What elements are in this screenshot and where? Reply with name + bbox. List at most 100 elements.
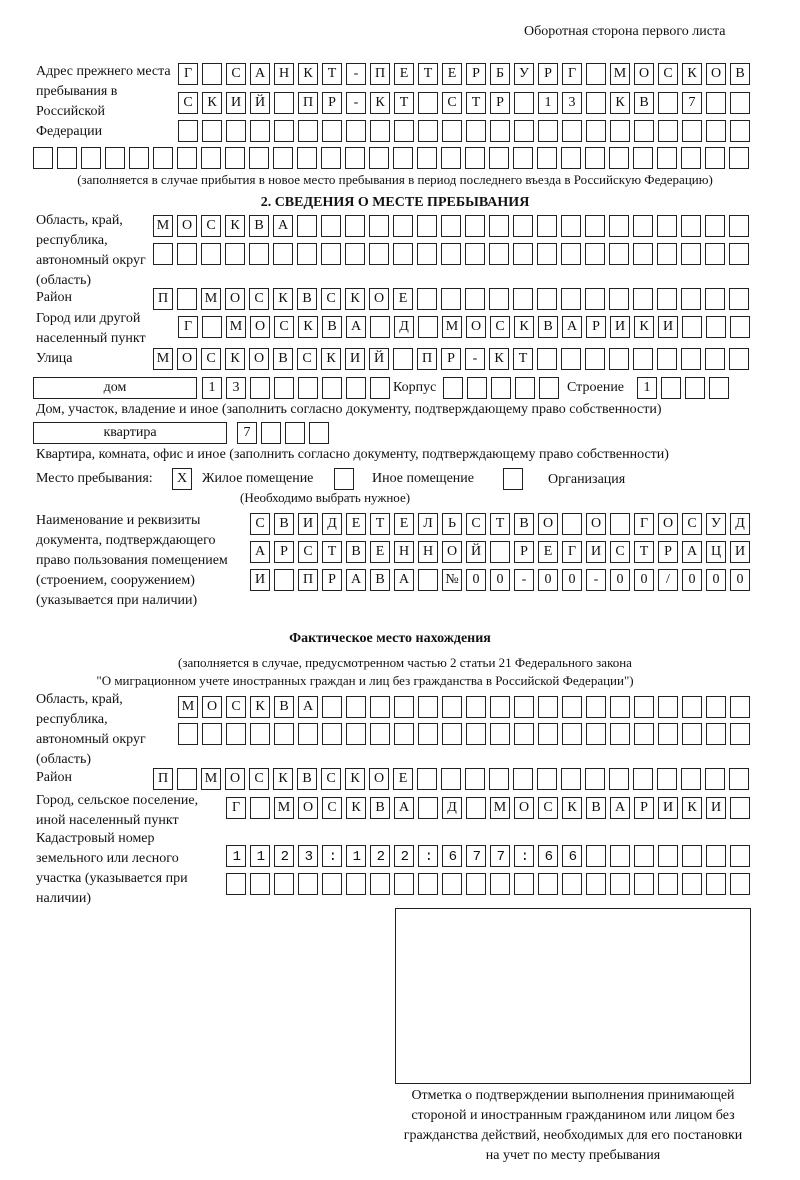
char-cell[interactable] bbox=[346, 723, 366, 745]
char-cell[interactable] bbox=[538, 845, 558, 867]
char-cell[interactable] bbox=[261, 422, 281, 444]
char-cell[interactable] bbox=[417, 215, 437, 237]
char-cell[interactable] bbox=[418, 845, 438, 867]
char-cell[interactable] bbox=[202, 63, 222, 85]
char-cell[interactable]: К bbox=[225, 348, 245, 370]
char-cell[interactable]: / bbox=[658, 569, 678, 591]
char-cell[interactable] bbox=[585, 215, 605, 237]
char-cell[interactable]: С bbox=[321, 288, 341, 310]
char-cell[interactable]: 0 bbox=[562, 569, 582, 591]
char-cell[interactable] bbox=[537, 215, 557, 237]
char-cell[interactable] bbox=[537, 147, 557, 169]
char-cell[interactable] bbox=[441, 215, 461, 237]
char-cell[interactable] bbox=[177, 768, 197, 790]
char-cell[interactable] bbox=[513, 147, 533, 169]
char-cell[interactable] bbox=[298, 723, 318, 745]
char-cell[interactable]: В bbox=[634, 92, 654, 114]
char-cell[interactable] bbox=[585, 768, 605, 790]
char-cell[interactable] bbox=[729, 288, 749, 310]
char-cell[interactable] bbox=[393, 348, 413, 370]
char-cell[interactable] bbox=[249, 243, 269, 265]
cadastral-number-text[interactable]: 1123:122:677:66 bbox=[232, 848, 761, 865]
char-cell[interactable] bbox=[370, 845, 390, 867]
char-cell[interactable]: С bbox=[658, 63, 678, 85]
char-cell[interactable]: И bbox=[706, 797, 726, 819]
char-cell[interactable] bbox=[322, 845, 342, 867]
char-cell[interactable] bbox=[561, 348, 581, 370]
char-cell[interactable] bbox=[682, 696, 702, 718]
char-cell[interactable] bbox=[514, 120, 534, 142]
char-cell[interactable]: Н bbox=[274, 63, 294, 85]
char-cell[interactable] bbox=[633, 147, 653, 169]
char-cell[interactable]: 1 bbox=[637, 377, 657, 399]
char-cell[interactable] bbox=[346, 120, 366, 142]
char-cell[interactable] bbox=[370, 723, 390, 745]
char-cell[interactable]: Е bbox=[393, 288, 413, 310]
char-cell[interactable] bbox=[634, 723, 654, 745]
char-cell[interactable]: С bbox=[201, 348, 221, 370]
char-cell[interactable]: Л bbox=[418, 513, 438, 535]
char-cell[interactable] bbox=[321, 147, 341, 169]
char-cell[interactable] bbox=[729, 348, 749, 370]
char-cell[interactable] bbox=[634, 845, 654, 867]
char-cell[interactable] bbox=[561, 243, 581, 265]
char-cell[interactable] bbox=[489, 768, 509, 790]
char-cell[interactable]: Н bbox=[418, 541, 438, 563]
char-cell[interactable] bbox=[249, 147, 269, 169]
char-cell[interactable] bbox=[585, 288, 605, 310]
char-cell[interactable]: А bbox=[273, 215, 293, 237]
char-cell[interactable]: И bbox=[226, 92, 246, 114]
char-cell[interactable] bbox=[466, 845, 486, 867]
char-cell[interactable] bbox=[441, 768, 461, 790]
char-cell[interactable] bbox=[490, 723, 510, 745]
char-cell[interactable] bbox=[682, 845, 702, 867]
char-cell[interactable] bbox=[466, 723, 486, 745]
char-cell[interactable] bbox=[562, 513, 582, 535]
char-cell[interactable]: 1 bbox=[202, 377, 222, 399]
char-cell[interactable]: П bbox=[370, 63, 390, 85]
char-cell[interactable] bbox=[705, 768, 725, 790]
house-type-field[interactable]: дом bbox=[33, 377, 197, 399]
char-cell[interactable]: А bbox=[562, 316, 582, 338]
char-cell[interactable]: С bbox=[226, 63, 246, 85]
char-cell[interactable] bbox=[562, 120, 582, 142]
char-cell[interactable] bbox=[345, 215, 365, 237]
char-cell[interactable] bbox=[681, 348, 701, 370]
char-cell[interactable] bbox=[273, 147, 293, 169]
char-cell[interactable]: Й bbox=[466, 541, 486, 563]
char-cell[interactable] bbox=[153, 147, 173, 169]
char-cell[interactable]: Р bbox=[441, 348, 461, 370]
char-cell[interactable]: 7 bbox=[682, 92, 702, 114]
char-cell[interactable] bbox=[490, 120, 510, 142]
char-cell[interactable] bbox=[441, 243, 461, 265]
char-cell[interactable]: С bbox=[442, 92, 462, 114]
char-cell[interactable] bbox=[730, 120, 750, 142]
char-cell[interactable]: М bbox=[442, 316, 462, 338]
char-cell[interactable] bbox=[730, 696, 750, 718]
char-cell[interactable]: Г bbox=[178, 63, 198, 85]
char-cell[interactable] bbox=[610, 873, 630, 895]
char-cell[interactable] bbox=[322, 696, 342, 718]
char-cell[interactable] bbox=[538, 120, 558, 142]
char-cell[interactable] bbox=[418, 696, 438, 718]
char-cell[interactable] bbox=[129, 147, 149, 169]
char-cell[interactable] bbox=[609, 243, 629, 265]
char-cell[interactable] bbox=[609, 215, 629, 237]
char-cell[interactable] bbox=[441, 288, 461, 310]
char-cell[interactable]: С bbox=[250, 513, 270, 535]
char-cell[interactable] bbox=[658, 723, 678, 745]
char-cell[interactable] bbox=[394, 845, 414, 867]
char-cell[interactable] bbox=[657, 215, 677, 237]
char-cell[interactable]: 0 bbox=[682, 569, 702, 591]
char-cell[interactable]: 3 bbox=[226, 377, 246, 399]
char-cell[interactable]: А bbox=[610, 797, 630, 819]
char-cell[interactable]: 0 bbox=[490, 569, 510, 591]
char-cell[interactable] bbox=[393, 243, 413, 265]
char-cell[interactable] bbox=[274, 723, 294, 745]
char-cell[interactable] bbox=[634, 696, 654, 718]
char-cell[interactable]: 0 bbox=[610, 569, 630, 591]
char-cell[interactable] bbox=[393, 147, 413, 169]
char-cell[interactable]: К bbox=[345, 288, 365, 310]
char-cell[interactable]: П bbox=[153, 768, 173, 790]
char-cell[interactable]: В bbox=[514, 513, 534, 535]
